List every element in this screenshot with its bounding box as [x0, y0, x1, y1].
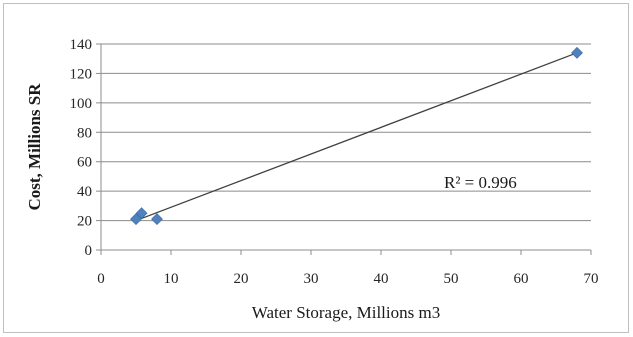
axes [96, 43, 592, 255]
data-point [130, 213, 142, 226]
x-tick-label: 60 [514, 271, 529, 287]
gridlines [101, 43, 591, 222]
y-tick-label: 20 [77, 214, 92, 230]
x-tick-labels: 0 10 20 30 40 50 60 70 [97, 271, 598, 287]
x-axis-title: Water Storage, Millions m3 [252, 303, 440, 322]
y-tick-label: 0 [85, 243, 93, 259]
data-point [571, 46, 583, 59]
y-tick-label: 140 [70, 37, 93, 53]
y-tick-labels: 0 20 40 60 80 100 120 140 [70, 37, 93, 259]
r-squared-annotation: R² = 0.996 [444, 173, 517, 192]
y-tick-label: 40 [77, 184, 92, 200]
x-tick-label: 40 [374, 271, 389, 287]
data-point [151, 213, 163, 226]
data-points [130, 46, 583, 226]
chart-frame [3, 3, 629, 333]
y-tick-label: 100 [70, 96, 93, 112]
trendline-group [135, 52, 578, 222]
x-tick-label: 70 [584, 271, 599, 287]
y-axis-title: Cost, Millions SR [25, 83, 44, 211]
y-tick-label: 80 [77, 125, 92, 141]
x-tick-label: 20 [234, 271, 249, 287]
x-tick-label: 50 [444, 271, 459, 287]
x-tick-label: 30 [304, 271, 319, 287]
y-tick-label: 60 [77, 155, 92, 171]
x-tick-label: 0 [97, 271, 105, 287]
x-tick-label: 10 [164, 271, 179, 287]
y-tick-label: 120 [70, 66, 93, 82]
linear-trendline [135, 52, 578, 222]
data-point [135, 207, 148, 220]
